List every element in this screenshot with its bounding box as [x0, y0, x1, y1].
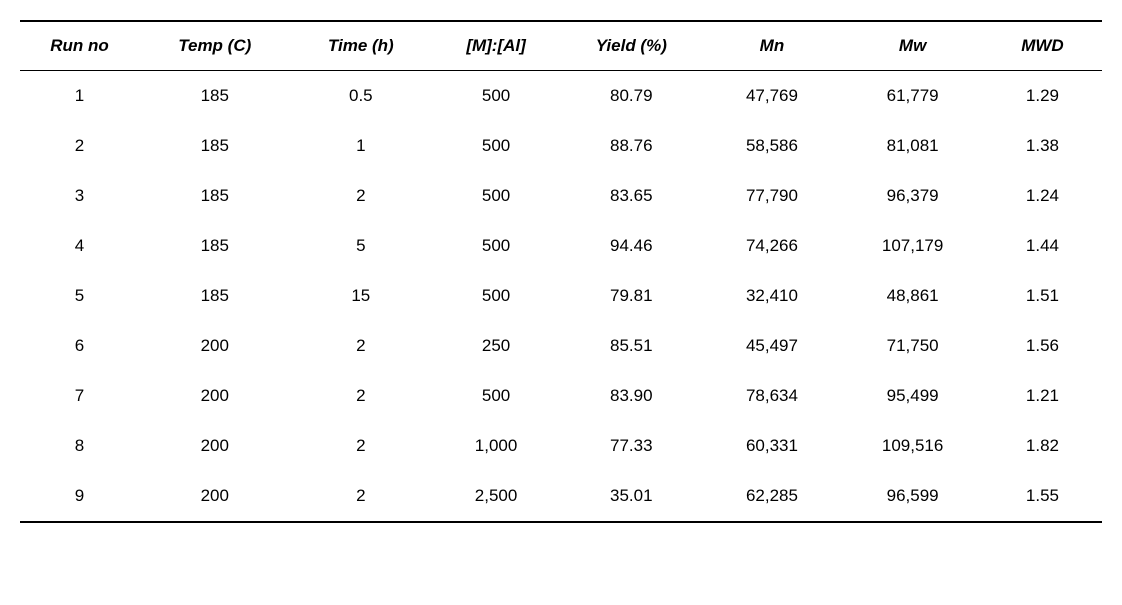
column-header-mal: [M]:[Al]	[431, 21, 561, 71]
cell-mn: 77,790	[702, 171, 843, 221]
cell-run: 5	[20, 271, 139, 321]
column-header-mw: Mw	[842, 21, 983, 71]
table-row: 6 200 2 250 85.51 45,497 71,750 1.56	[20, 321, 1102, 371]
cell-yield: 88.76	[561, 121, 702, 171]
cell-mwd: 1.55	[983, 471, 1102, 522]
data-table: Run no Temp (C) Time (h) [M]:[Al] Yield …	[20, 20, 1102, 523]
cell-yield: 35.01	[561, 471, 702, 522]
cell-time: 1	[290, 121, 431, 171]
cell-mwd: 1.51	[983, 271, 1102, 321]
table-row: 1 185 0.5 500 80.79 47,769 61,779 1.29	[20, 71, 1102, 122]
table-row: 7 200 2 500 83.90 78,634 95,499 1.21	[20, 371, 1102, 421]
cell-yield: 77.33	[561, 421, 702, 471]
cell-time: 2	[290, 321, 431, 371]
cell-time: 2	[290, 471, 431, 522]
cell-mw: 81,081	[842, 121, 983, 171]
cell-mw: 71,750	[842, 321, 983, 371]
cell-temp: 185	[139, 171, 290, 221]
cell-mal: 500	[431, 371, 561, 421]
cell-mal: 500	[431, 271, 561, 321]
table-body: 1 185 0.5 500 80.79 47,769 61,779 1.29 2…	[20, 71, 1102, 523]
cell-mn: 62,285	[702, 471, 843, 522]
cell-mw: 107,179	[842, 221, 983, 271]
cell-run: 9	[20, 471, 139, 522]
cell-mw: 109,516	[842, 421, 983, 471]
cell-run: 8	[20, 421, 139, 471]
cell-time: 2	[290, 171, 431, 221]
cell-temp: 185	[139, 221, 290, 271]
column-header-yield: Yield (%)	[561, 21, 702, 71]
cell-yield: 83.90	[561, 371, 702, 421]
cell-temp: 185	[139, 271, 290, 321]
table-row: 8 200 2 1,000 77.33 60,331 109,516 1.82	[20, 421, 1102, 471]
cell-mw: 96,379	[842, 171, 983, 221]
table-row: 9 200 2 2,500 35.01 62,285 96,599 1.55	[20, 471, 1102, 522]
table-row: 2 185 1 500 88.76 58,586 81,081 1.38	[20, 121, 1102, 171]
cell-mw: 48,861	[842, 271, 983, 321]
cell-temp: 185	[139, 121, 290, 171]
cell-mal: 250	[431, 321, 561, 371]
table-row: 4 185 5 500 94.46 74,266 107,179 1.44	[20, 221, 1102, 271]
cell-mn: 45,497	[702, 321, 843, 371]
cell-run: 7	[20, 371, 139, 421]
cell-yield: 80.79	[561, 71, 702, 122]
cell-time: 2	[290, 421, 431, 471]
cell-mwd: 1.24	[983, 171, 1102, 221]
cell-mal: 500	[431, 221, 561, 271]
cell-mn: 47,769	[702, 71, 843, 122]
cell-temp: 200	[139, 471, 290, 522]
cell-yield: 79.81	[561, 271, 702, 321]
cell-mal: 2,500	[431, 471, 561, 522]
cell-mw: 96,599	[842, 471, 983, 522]
cell-mal: 1,000	[431, 421, 561, 471]
table-row: 5 185 15 500 79.81 32,410 48,861 1.51	[20, 271, 1102, 321]
cell-temp: 200	[139, 321, 290, 371]
cell-mwd: 1.44	[983, 221, 1102, 271]
cell-mwd: 1.82	[983, 421, 1102, 471]
cell-mwd: 1.29	[983, 71, 1102, 122]
column-header-time: Time (h)	[290, 21, 431, 71]
cell-yield: 83.65	[561, 171, 702, 221]
cell-run: 6	[20, 321, 139, 371]
cell-temp: 200	[139, 421, 290, 471]
cell-time: 2	[290, 371, 431, 421]
cell-mwd: 1.21	[983, 371, 1102, 421]
cell-mn: 74,266	[702, 221, 843, 271]
cell-mal: 500	[431, 121, 561, 171]
cell-mal: 500	[431, 71, 561, 122]
cell-yield: 94.46	[561, 221, 702, 271]
cell-yield: 85.51	[561, 321, 702, 371]
table-header-row: Run no Temp (C) Time (h) [M]:[Al] Yield …	[20, 21, 1102, 71]
column-header-run: Run no	[20, 21, 139, 71]
cell-mwd: 1.38	[983, 121, 1102, 171]
cell-time: 5	[290, 221, 431, 271]
table-row: 3 185 2 500 83.65 77,790 96,379 1.24	[20, 171, 1102, 221]
cell-mn: 32,410	[702, 271, 843, 321]
cell-mn: 78,634	[702, 371, 843, 421]
cell-mal: 500	[431, 171, 561, 221]
cell-time: 15	[290, 271, 431, 321]
cell-temp: 185	[139, 71, 290, 122]
cell-run: 3	[20, 171, 139, 221]
cell-run: 1	[20, 71, 139, 122]
cell-run: 4	[20, 221, 139, 271]
cell-mw: 61,779	[842, 71, 983, 122]
column-header-mn: Mn	[702, 21, 843, 71]
column-header-temp: Temp (C)	[139, 21, 290, 71]
cell-mwd: 1.56	[983, 321, 1102, 371]
cell-mw: 95,499	[842, 371, 983, 421]
cell-mn: 58,586	[702, 121, 843, 171]
cell-time: 0.5	[290, 71, 431, 122]
cell-mn: 60,331	[702, 421, 843, 471]
cell-run: 2	[20, 121, 139, 171]
column-header-mwd: MWD	[983, 21, 1102, 71]
cell-temp: 200	[139, 371, 290, 421]
